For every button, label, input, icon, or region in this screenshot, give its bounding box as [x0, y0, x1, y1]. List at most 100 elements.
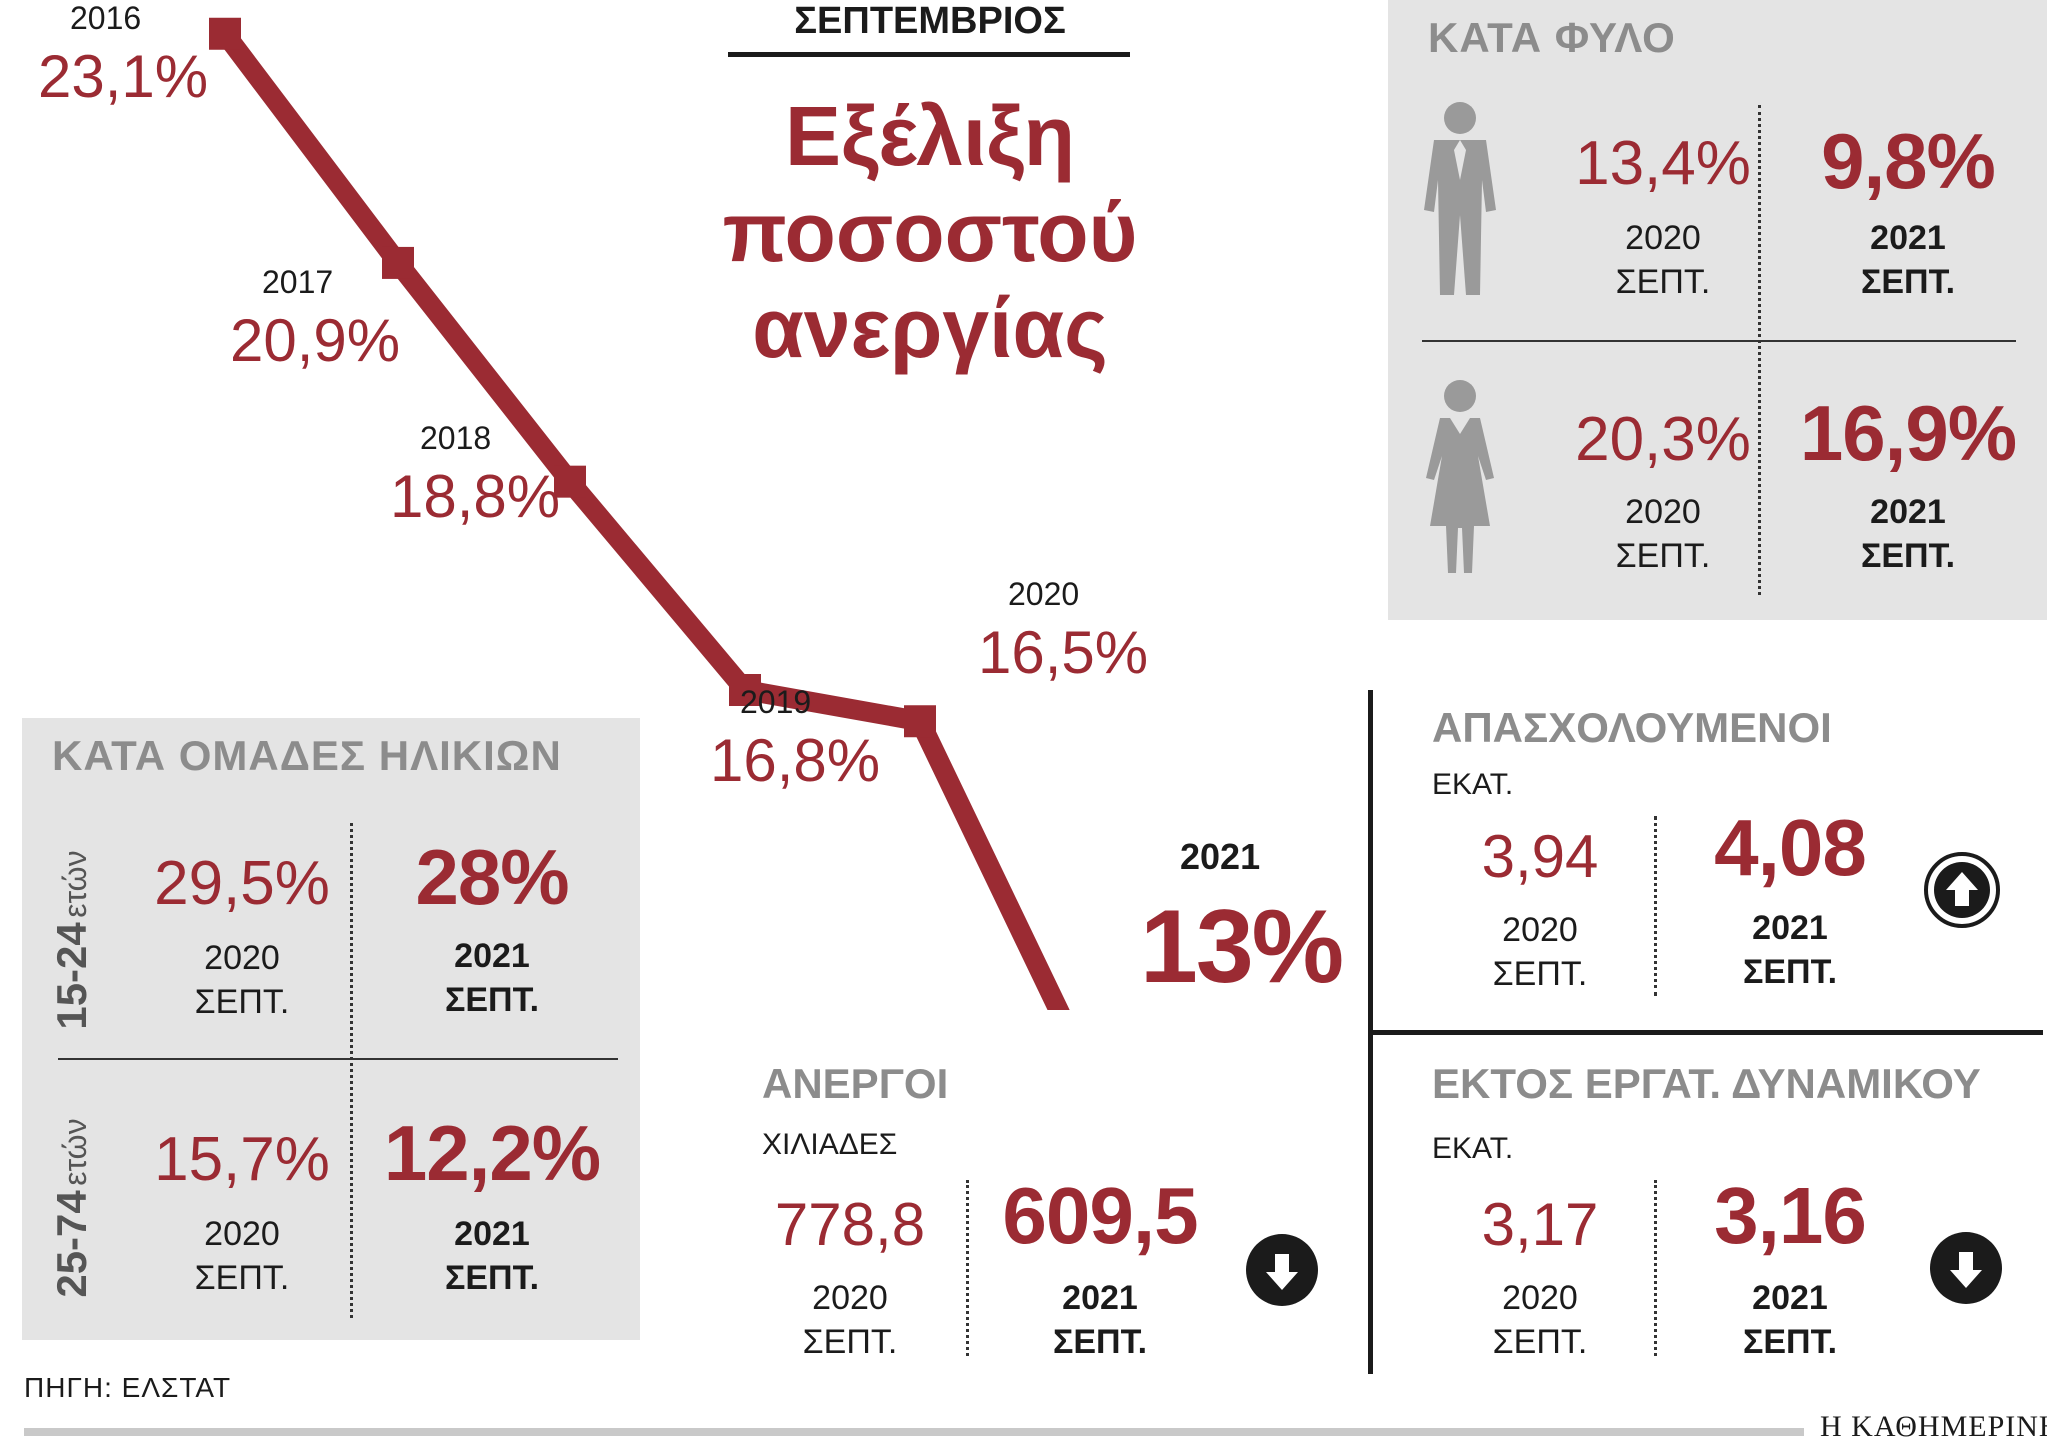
employed-prev-year: 2020: [1502, 911, 1578, 949]
kicker: ΣΕΠΤΕΜΒΡΙΟΣ: [794, 0, 1066, 42]
year-label-2018: 2018: [420, 420, 492, 456]
men-curr-year: 2021: [1870, 219, 1946, 257]
age-divider-h: [58, 1058, 618, 1060]
gender-divider-v: [1758, 105, 1761, 595]
unemployed-prev-year: 2020: [812, 1279, 888, 1317]
age-panel: ΚΑΤΑ ΟΜΑΔΕΣ ΗΛΙΚΙΩΝ 15-24 ετών 29,5% 202…: [22, 718, 640, 1340]
men-prev-year: 2020: [1625, 219, 1701, 257]
inactive-title: ΕΚΤΟΣ ΕΡΓΑΤ. ΔΥΝΑΜΙΚΟΥ: [1432, 1060, 1981, 1107]
inactive-divider: [1654, 1180, 1657, 1356]
age-group-1-unit: ετών: [57, 850, 93, 918]
data-point-2016: [209, 17, 241, 50]
women-curr-month: ΣΕΠΤ.: [1860, 537, 1956, 575]
unemployed-curr-year: 2021: [1062, 1279, 1138, 1317]
employed-curr-value: 4,08: [1714, 803, 1867, 892]
unemployed-prev-month: ΣΕΠΤ.: [802, 1323, 898, 1361]
age-group-2-prev-value: 15,7%: [154, 1125, 330, 1194]
kicker-rule: [728, 52, 1130, 57]
unemployed-divider: [966, 1180, 969, 1356]
unemployment-line-chart: [209, 17, 1070, 1010]
title-line-3: ανεργίας: [752, 281, 1108, 375]
employed-curr-year: 2021: [1752, 909, 1828, 947]
men-prev-month: ΣΕΠΤ.: [1615, 263, 1711, 301]
men-curr-month: ΣΕΠΤ.: [1860, 263, 1956, 301]
inactive-prev-year: 2020: [1502, 1279, 1578, 1317]
age-group-2-curr-value: 12,2%: [383, 1109, 601, 1197]
men-prev-value: 13,4%: [1575, 129, 1751, 198]
title-line-1: Εξέλιξη: [784, 89, 1076, 183]
age-title: ΚΑΤΑ ΟΜΑΔΕΣ ΗΛΙΚΙΩΝ: [52, 732, 562, 779]
employed-title: ΑΠΑΣΧΟΛΟΥΜΕΝΟΙ: [1432, 704, 1832, 751]
inactive-block: ΕΚΤΟΣ ΕΡΓΑΤ. ΔΥΝΑΜΙΚΟΥ ΕΚΑΤ. 3,17 2020 Σ…: [1370, 1040, 2047, 1370]
brand-logo: Η ΚΑΘΗΜΕΡΙΝΗ: [1820, 1410, 2047, 1443]
year-label-2017: 2017: [262, 264, 334, 300]
footer-rule: [24, 1428, 1804, 1436]
men-curr-value: 9,8%: [1821, 117, 1996, 205]
age-group-1-prev-value: 29,5%: [154, 849, 330, 918]
data-point-2018: [554, 465, 586, 498]
unemployed-prev-value: 778,8: [774, 1191, 926, 1258]
age-group-1-prev-year: 2020: [204, 939, 280, 977]
employed-divider: [1654, 816, 1657, 996]
arrow-down-icon: [1930, 1232, 2002, 1304]
year-label-2019: 2019: [740, 684, 812, 720]
value-label-2021: 13%: [1140, 889, 1344, 1005]
age-group-2-curr-month: ΣΕΠΤ.: [444, 1259, 540, 1297]
value-label-2020: 16,5%: [978, 619, 1149, 686]
right-frame-h: [1368, 1030, 2043, 1035]
employed-prev-value: 3,94: [1481, 823, 1599, 890]
age-group-2-range: 25-74: [48, 1190, 95, 1298]
unemployed-unit: ΧΙΛΙΑΔΕΣ: [762, 1128, 898, 1161]
women-prev-year: 2020: [1625, 493, 1701, 531]
inactive-unit: ΕΚΑΤ.: [1432, 1132, 1514, 1165]
age-group-1-curr-month: ΣΕΠΤ.: [444, 981, 540, 1019]
man-icon: [1424, 102, 1496, 295]
age-group-1-prev-month: ΣΕΠΤ.: [194, 983, 290, 1021]
year-label-2021: 2021: [1180, 836, 1261, 877]
year-label-2016: 2016: [70, 0, 142, 36]
series-line: [217, 27, 1070, 1010]
age-group-1-curr-year: 2021: [454, 937, 530, 975]
age-group-2-curr-year: 2021: [454, 1215, 530, 1253]
unemployed-curr-value: 609,5: [1002, 1171, 1198, 1260]
arrow-down-icon: [1246, 1234, 1318, 1306]
age-group-2-prev-month: ΣΕΠΤ.: [194, 1259, 290, 1297]
value-label-2018: 18,8%: [390, 463, 561, 530]
age-group-2-unit: ετών: [57, 1118, 93, 1186]
unemployed-title: ΑΝΕΡΓΟΙ: [762, 1060, 949, 1107]
data-point-2017: [382, 246, 414, 279]
age-group-1-label: 15-24 ετών: [22, 828, 122, 1053]
data-point-2020: [904, 705, 936, 738]
inactive-curr-year: 2021: [1752, 1279, 1828, 1317]
gender-divider-h: [1422, 340, 2016, 342]
employed-block: ΑΠΑΣΧΟΛΟΥΜΕΝΟΙ ΕΚΑΤ. 3,94 2020 ΣΕΠΤ. 4,0…: [1370, 690, 2047, 1030]
year-label-2020: 2020: [1008, 576, 1080, 612]
data-point-2019: [729, 674, 761, 706]
women-curr-value: 16,9%: [1799, 389, 2017, 477]
women-prev-month: ΣΕΠΤ.: [1615, 537, 1711, 575]
gender-title: ΚΑΤΑ ΦΥΛΟ: [1428, 14, 1676, 61]
arrow-up-icon: [1924, 852, 2000, 928]
age-group-2-label: 25-74 ετών: [22, 1088, 122, 1328]
source-note: ΠΗΓΗ: ΕΛΣΤΑΤ: [24, 1372, 232, 1403]
age-group-2-prev-year: 2020: [204, 1215, 280, 1253]
inactive-curr-value: 3,16: [1714, 1171, 1867, 1260]
employed-prev-month: ΣΕΠΤ.: [1492, 955, 1588, 993]
age-divider-v: [350, 823, 353, 1318]
value-label-2016: 23,1%: [38, 43, 209, 110]
inactive-curr-month: ΣΕΠΤ.: [1742, 1323, 1838, 1361]
title-line-2: ποσοστού: [722, 185, 1138, 279]
inactive-prev-month: ΣΕΠΤ.: [1492, 1323, 1588, 1361]
age-group-1-range: 15-24: [48, 922, 95, 1030]
age-group-1-curr-value: 28%: [415, 833, 569, 921]
unemployed-block: ΑΝΕΡΓΟΙ ΧΙΛΙΑΔΕΣ 778,8 2020 ΣΕΠΤ. 609,5 …: [740, 1050, 1340, 1370]
woman-icon: [1426, 380, 1494, 573]
employed-curr-month: ΣΕΠΤ.: [1742, 953, 1838, 991]
women-prev-value: 20,3%: [1575, 405, 1751, 474]
women-curr-year: 2021: [1870, 493, 1946, 531]
inactive-prev-value: 3,17: [1481, 1191, 1599, 1258]
employed-unit: ΕΚΑΤ.: [1432, 768, 1514, 801]
gender-panel: ΚΑΤΑ ΦΥΛΟ 13,4% 2020 ΣΕΠΤ. 9,8% 2021 ΣΕΠ…: [1388, 0, 2047, 620]
unemployed-curr-month: ΣΕΠΤ.: [1052, 1323, 1148, 1361]
chart-title: Εξέλιξη ποσοστού ανεργίας: [700, 88, 1160, 376]
